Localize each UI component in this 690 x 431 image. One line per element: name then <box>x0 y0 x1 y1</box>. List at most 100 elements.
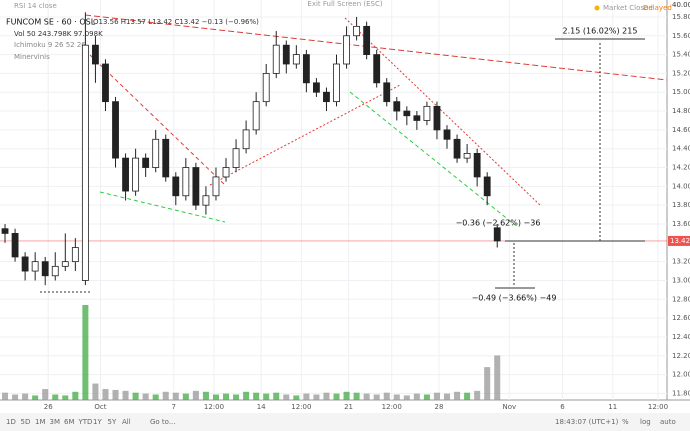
range-button[interactable]: 3M <box>50 418 61 426</box>
candle-body <box>493 227 501 242</box>
x-tick-label: Nov <box>502 403 516 411</box>
symbol: FUNCOM SE · 60 · OSL <box>6 18 96 27</box>
volume-bar <box>223 393 230 400</box>
range-button[interactable]: 1D <box>6 418 16 426</box>
indicator: Minervinis <box>14 53 50 61</box>
candle-body <box>81 44 89 281</box>
volume-bar <box>142 393 149 400</box>
trend-line <box>84 14 668 81</box>
auto-toggle[interactable]: auto <box>660 418 676 426</box>
x-tick-label: 12:00 <box>382 403 402 411</box>
y-tick-label: 12.80 <box>672 295 690 303</box>
candle-body <box>222 167 230 178</box>
measure-label: 2.15 (16.02%) 215 <box>563 27 638 36</box>
candle-body <box>192 167 200 206</box>
candle-body <box>162 138 170 178</box>
volume-bar <box>393 394 400 400</box>
volume-bar <box>373 394 380 400</box>
y-tick-label: 14.40 <box>672 145 690 153</box>
x-tick-label: 12:00 <box>648 403 668 411</box>
candle-body <box>313 82 320 93</box>
y-tick-label: 12.20 <box>672 352 690 360</box>
volume-bar <box>42 389 49 400</box>
range-button[interactable]: YTD <box>78 418 93 426</box>
y-tick-label: 15.40 <box>672 51 690 59</box>
volume-bar <box>72 391 79 400</box>
volume-bar <box>233 394 240 400</box>
range-button[interactable]: 1Y <box>93 418 102 426</box>
volume-bar <box>2 392 9 400</box>
range-button[interactable]: 5D <box>21 418 31 426</box>
candle-body <box>373 54 381 84</box>
candle-body <box>102 63 109 103</box>
y-tick-label: 11.80 <box>672 389 690 397</box>
candle-body <box>152 138 160 168</box>
range-button[interactable]: All <box>122 418 131 426</box>
candle-body <box>112 101 119 159</box>
volume-bar <box>303 393 310 400</box>
x-tick-label: 28 <box>435 403 444 411</box>
volume-bar <box>454 391 461 400</box>
volume-bar <box>62 395 69 400</box>
candle-body <box>282 44 290 65</box>
volume-bar <box>52 394 59 400</box>
x-tick-label: 21 <box>344 403 353 411</box>
candle-body <box>21 256 29 272</box>
percent-toggle[interactable]: % <box>622 418 629 426</box>
volume-bar <box>202 391 209 400</box>
rsi-axis-label: 40.00 <box>672 1 690 9</box>
candle-body <box>262 73 270 103</box>
volume-bar <box>343 391 350 400</box>
candle-body <box>182 167 190 197</box>
volume-bar <box>313 394 320 400</box>
candle-body <box>483 176 491 197</box>
y-tick-label: 14.00 <box>672 182 690 190</box>
range-button[interactable]: 1M <box>35 418 46 426</box>
exit-fullscreen[interactable]: Exit Full Screen (ESC) <box>307 0 382 8</box>
candle-body <box>51 265 59 277</box>
log-toggle[interactable]: log <box>640 418 651 426</box>
volume-bar <box>423 394 430 400</box>
candle-body <box>463 153 471 159</box>
volume-bar <box>494 355 501 400</box>
candle-body <box>252 101 260 131</box>
candle-body <box>323 91 330 103</box>
candle-body <box>41 261 49 277</box>
x-tick-label: 26 <box>44 403 53 411</box>
volume-bar <box>162 391 169 400</box>
y-tick-label: 12.40 <box>672 333 690 341</box>
range-button[interactable]: 5Y <box>108 418 117 426</box>
candle-body <box>242 129 250 150</box>
toolbar-bg <box>0 413 690 431</box>
candle-body <box>292 54 300 65</box>
volume-bar <box>464 392 471 400</box>
volume-bar <box>484 367 491 400</box>
last-price-label: 13.42 <box>670 237 690 245</box>
candle-body <box>363 25 371 55</box>
candle-body <box>172 176 180 197</box>
candle-body <box>333 63 340 103</box>
volume-bar <box>152 394 159 400</box>
goto[interactable]: Go to... <box>150 418 176 426</box>
volume-bar <box>273 392 280 400</box>
y-tick-label: 15.20 <box>672 69 690 77</box>
candle-body <box>71 247 79 263</box>
candle-body <box>403 110 411 117</box>
volume-bar <box>413 393 420 400</box>
volume-bar <box>122 390 129 400</box>
y-tick-label: 12.60 <box>672 314 690 322</box>
clock: 18:43:07 (UTC+1) <box>555 418 619 426</box>
candle-body <box>232 148 240 168</box>
candle-body <box>473 153 481 178</box>
y-tick-label: 14.80 <box>672 107 690 115</box>
candle-body <box>443 129 451 140</box>
volume-bar <box>132 392 139 400</box>
candle-body <box>393 101 401 112</box>
volume-bar <box>253 392 260 400</box>
volume-bar <box>353 392 360 400</box>
range-button[interactable]: 6M <box>64 418 75 426</box>
x-tick-label: 14 <box>257 403 266 411</box>
candle-body <box>302 54 310 84</box>
